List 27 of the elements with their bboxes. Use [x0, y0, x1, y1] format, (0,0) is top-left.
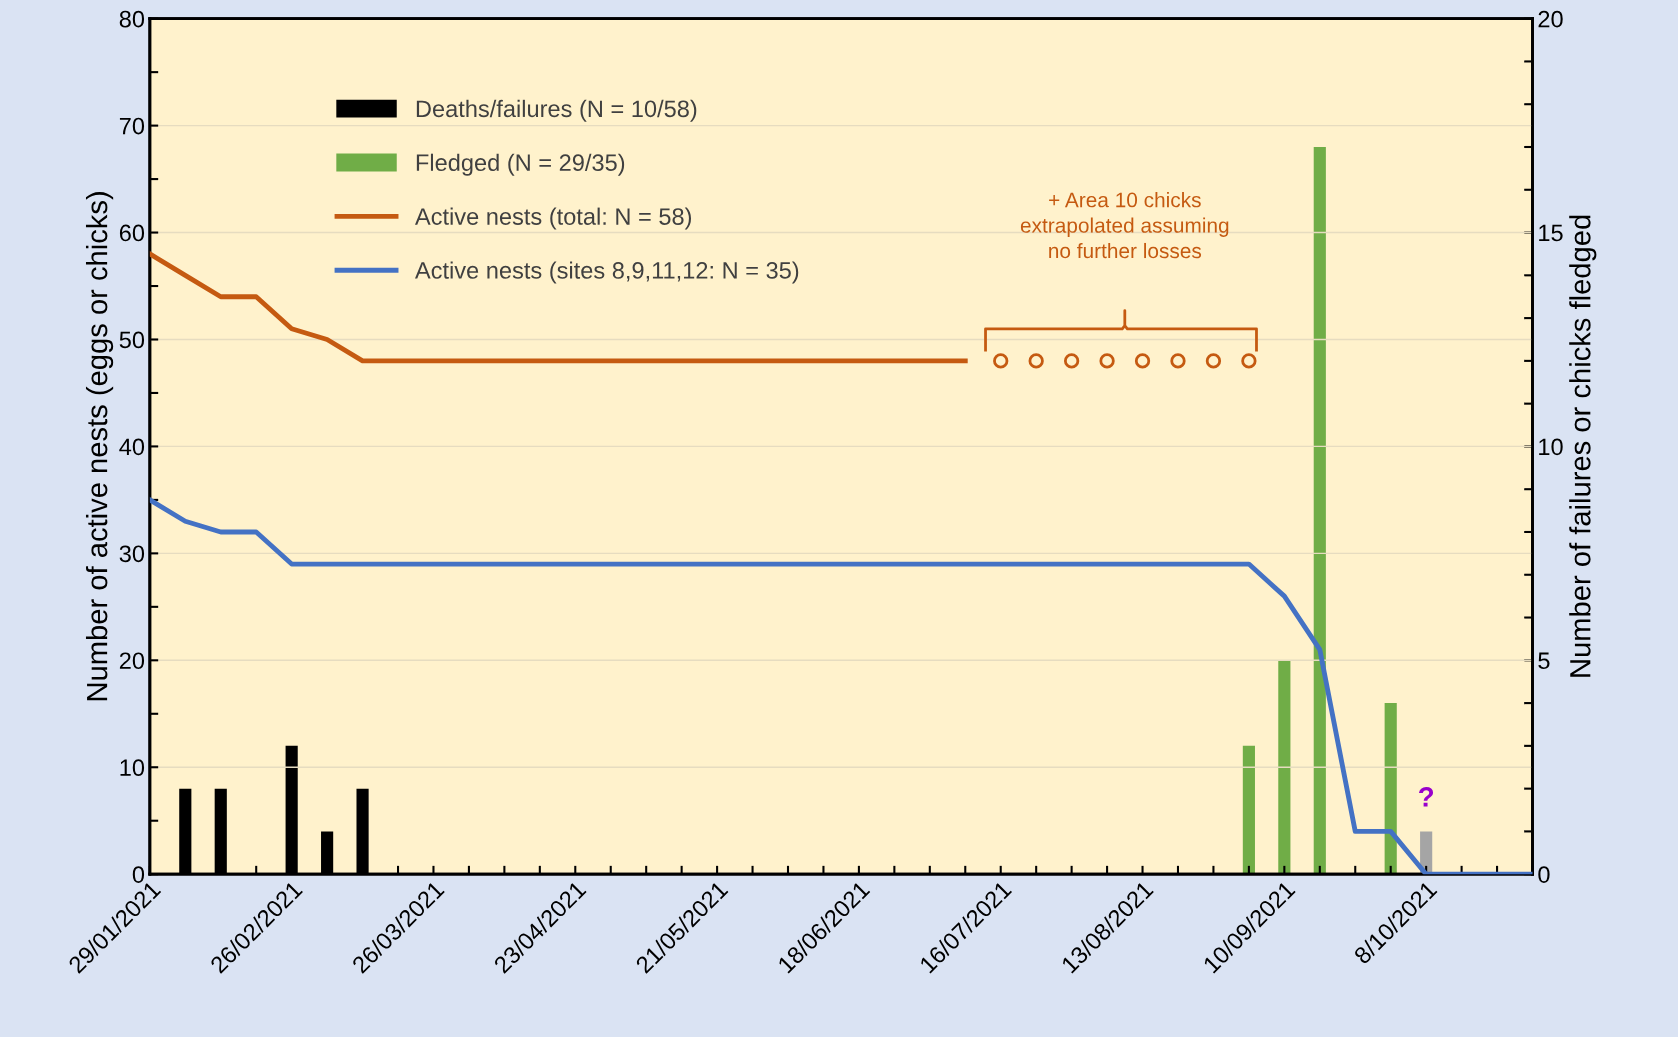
legend-label: Active nests (sites 8,9,11,12: N = 35) — [414, 261, 799, 284]
y-tick-label: 70 — [119, 117, 145, 135]
annotation: + Area 10 chicks extrapolated assuming no further losses — [1020, 192, 1229, 259]
legend-label: Fledged (N = 29/35) — [416, 153, 625, 176]
y-tick-label: 40 — [119, 438, 145, 456]
y-tick-label: 30 — [119, 545, 145, 563]
y-tick-label: 80 — [119, 10, 145, 28]
y-tick-label: 10 — [120, 759, 145, 777]
bar — [1278, 660, 1291, 875]
legend-label: Deaths/failures (N = 10/58) — [416, 99, 697, 122]
bar — [1384, 703, 1397, 875]
bar — [1242, 745, 1255, 875]
y2-tick-label: 15 — [1539, 224, 1563, 242]
legend-label: Active nests (total: N = 58) — [414, 207, 692, 230]
line-series — [149, 251, 968, 364]
bar — [1313, 146, 1326, 875]
y2-tick-label: 10 — [1539, 438, 1563, 456]
y-tick-label: 20 — [119, 652, 145, 670]
y-tick-label: 50 — [119, 331, 145, 349]
y2-tick-label: 0 — [1538, 866, 1550, 883]
y2-axis-title: Number of failures or chicks fledged — [1569, 215, 1597, 677]
annotation: ? — [1418, 787, 1434, 807]
y-tick-label: 0 — [132, 866, 145, 883]
y2-tick-label: 20 — [1538, 10, 1563, 28]
y-tick-label: 60 — [119, 224, 145, 242]
y-axis-title: Number of active nests (eggs or chicks) — [85, 192, 114, 701]
y2-tick-label: 5 — [1538, 652, 1550, 670]
